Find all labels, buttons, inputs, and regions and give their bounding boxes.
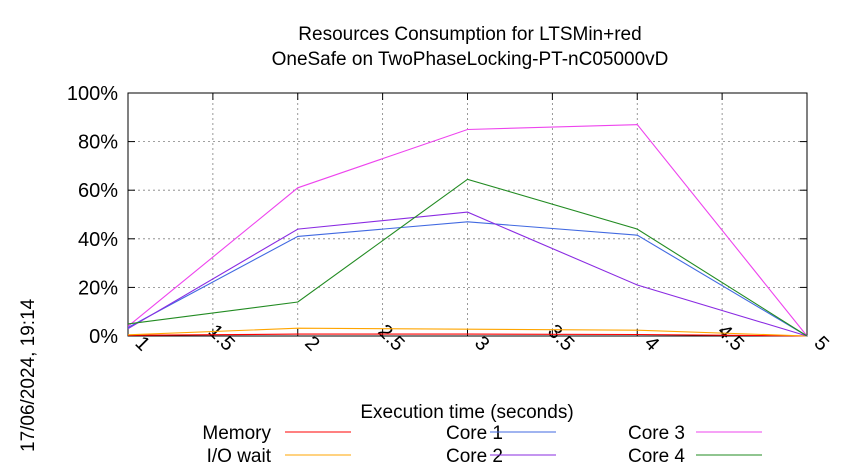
timestamp: 17/06/2024, 19:14 [18, 298, 39, 452]
x-axis-label: Execution time (seconds) [360, 402, 573, 423]
series-line-memory [127, 333, 808, 337]
chart-title: Resources Consumption for LTSMin+red [298, 24, 641, 45]
series-line-core-4 [127, 178, 808, 337]
legend-label-core-3: Core 3 [628, 423, 685, 444]
chart-subtitle: OneSafe on TwoPhaseLocking-PT-nC05000vD [272, 49, 669, 70]
series-lines [127, 124, 808, 337]
x-tick-label: 3.5 [543, 320, 578, 355]
legend-label-memory: Memory [202, 423, 271, 444]
y-tick-label: 20% [78, 277, 118, 299]
x-tick-label: 2.5 [373, 320, 408, 355]
x-tick-label: 5 [810, 332, 833, 355]
y-tick-label: 40% [78, 229, 118, 251]
series-line-core-3 [127, 124, 808, 337]
y-tick-label: 60% [78, 180, 118, 202]
legend-label-core-1: Core 1 [446, 423, 503, 444]
y-tick-label: 80% [78, 132, 118, 154]
series-line-i-o-wait [127, 327, 808, 337]
series-line-core-1 [127, 221, 808, 337]
legend-label-i-o-wait: I/O wait [207, 446, 272, 467]
series-line-core-2 [127, 211, 808, 337]
y-axis: 0% 20% 40% 60% 80% 100% [67, 83, 807, 348]
legend-label-core-4: Core 4 [628, 446, 685, 467]
legend-label-core-2: Core 2 [446, 446, 503, 467]
y-tick-label: 100% [67, 83, 118, 105]
x-tick-label: 1.5 [204, 320, 239, 355]
x-tick-label: 4.5 [713, 320, 748, 355]
y-tick-label: 0% [89, 326, 118, 348]
x-axis: 1 1.5 2 2.5 3 3.5 4 4.5 5 [127, 93, 833, 356]
